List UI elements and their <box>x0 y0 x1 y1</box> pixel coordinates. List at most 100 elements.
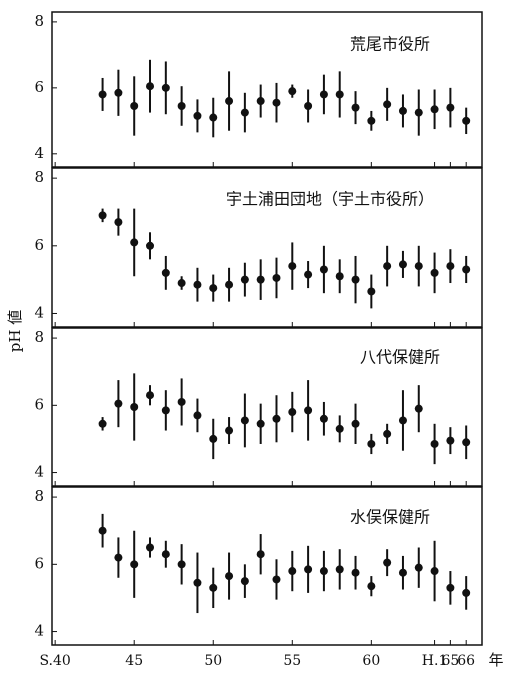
point <box>430 268 439 277</box>
point <box>240 416 249 425</box>
point <box>256 550 265 559</box>
point <box>272 414 281 423</box>
point <box>146 82 155 91</box>
y-tick-label: 6 <box>34 236 44 254</box>
point <box>430 105 439 114</box>
point <box>256 419 265 428</box>
point <box>240 577 249 586</box>
panel-frame <box>51 11 483 168</box>
panel-frame <box>51 486 483 646</box>
point <box>161 268 170 277</box>
point <box>146 543 155 552</box>
point <box>351 275 360 284</box>
point <box>446 103 455 112</box>
point <box>177 397 186 406</box>
point <box>225 97 234 106</box>
point <box>462 116 471 125</box>
y-tick-label: 8 <box>34 168 44 186</box>
y-tick-label: 6 <box>34 395 44 413</box>
point <box>335 90 344 99</box>
point <box>398 260 407 269</box>
point <box>335 424 344 433</box>
point <box>98 526 107 535</box>
x-tick-label: S.40 <box>39 653 70 669</box>
panel-title: 八代保健所 <box>360 348 440 367</box>
x-axis-label: 年 <box>488 651 503 669</box>
point <box>98 211 107 220</box>
y-tick-label: 8 <box>34 12 44 30</box>
point <box>240 275 249 284</box>
point <box>319 414 328 423</box>
point <box>130 403 139 411</box>
y-tick-label: 4 <box>34 144 44 162</box>
point <box>146 391 155 400</box>
point <box>146 241 155 250</box>
point <box>367 439 376 448</box>
y-tick-label: 4 <box>34 622 44 640</box>
point <box>462 438 471 447</box>
point <box>383 558 392 567</box>
point <box>225 280 234 289</box>
point <box>209 434 218 443</box>
point <box>288 87 297 96</box>
y-tick-label: 6 <box>34 78 44 96</box>
point <box>177 560 186 569</box>
panel-frame <box>51 327 483 487</box>
x-tick-label: 50 <box>204 653 222 669</box>
point <box>193 280 202 289</box>
point <box>383 262 392 271</box>
point <box>256 275 265 284</box>
y-tick-label: 8 <box>34 487 44 505</box>
point <box>304 565 313 574</box>
point <box>383 100 392 109</box>
point <box>398 416 407 425</box>
panel-title: 宇土浦田団地（宇土市役所） <box>226 190 434 209</box>
point <box>351 419 360 428</box>
point <box>462 588 471 597</box>
point <box>272 575 281 584</box>
point <box>161 550 170 559</box>
point <box>319 265 328 274</box>
point <box>367 287 376 296</box>
point <box>114 553 123 562</box>
point <box>288 408 297 417</box>
point <box>351 568 360 577</box>
point <box>304 406 313 415</box>
point <box>414 108 423 117</box>
point <box>288 567 297 576</box>
point <box>209 284 218 293</box>
y-tick-label: 4 <box>34 303 44 321</box>
point <box>430 439 439 448</box>
point <box>335 272 344 281</box>
point <box>177 279 186 288</box>
x-tick-label: 65 <box>441 653 459 669</box>
point <box>446 583 455 592</box>
point <box>398 568 407 577</box>
point <box>240 108 249 117</box>
point <box>209 583 218 592</box>
point <box>225 572 234 581</box>
panel-frame <box>51 167 483 328</box>
point <box>414 404 423 413</box>
point <box>383 429 392 438</box>
point <box>319 90 328 99</box>
panel-title: 荒尾市役所 <box>350 35 430 54</box>
x-tick-label: H.1 <box>422 653 448 669</box>
point <box>288 262 297 271</box>
point <box>304 101 313 110</box>
point <box>335 565 344 574</box>
point <box>446 262 455 271</box>
x-tick-label: 66 <box>457 653 475 669</box>
point <box>430 567 439 576</box>
point <box>351 103 360 112</box>
point <box>414 563 423 572</box>
point <box>177 101 186 110</box>
point <box>130 560 139 569</box>
point <box>225 426 234 435</box>
point <box>193 411 202 420</box>
point <box>161 83 170 92</box>
point <box>414 262 423 271</box>
point <box>209 113 218 122</box>
point <box>193 111 202 120</box>
